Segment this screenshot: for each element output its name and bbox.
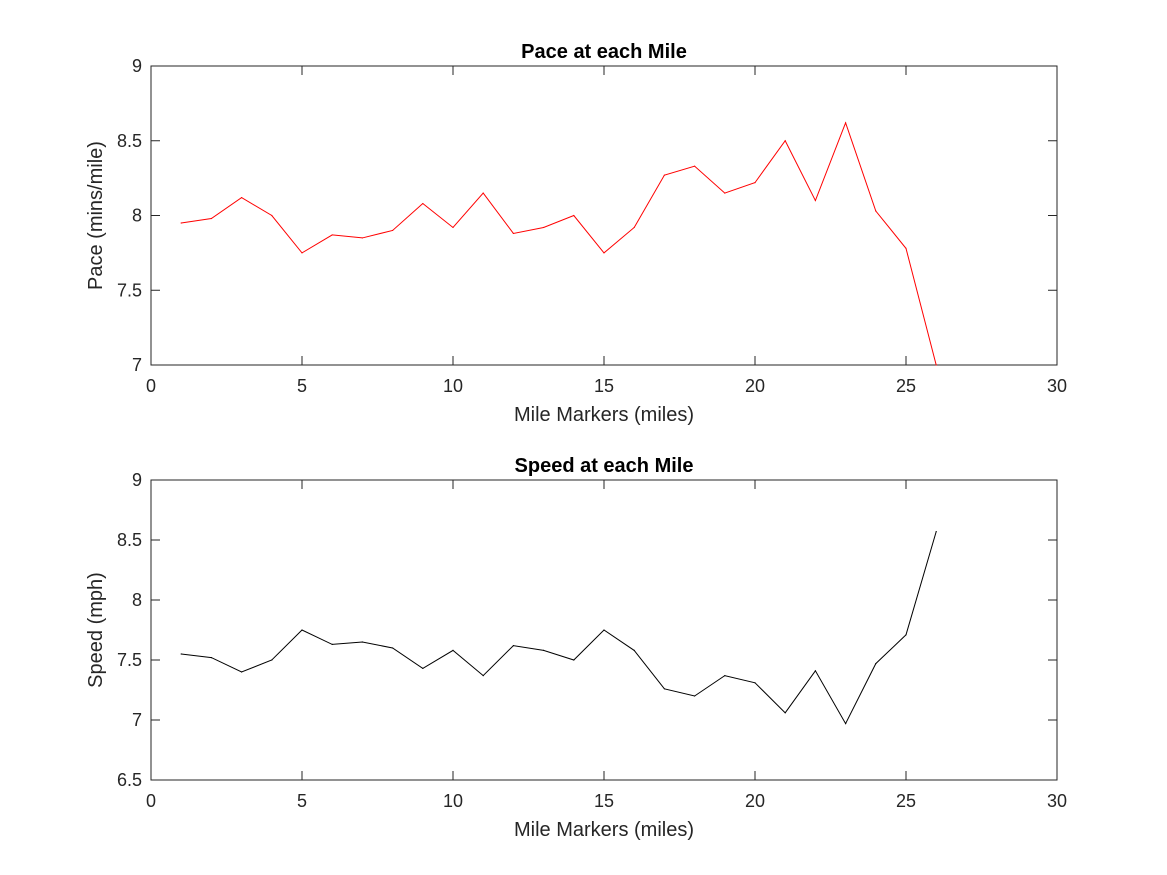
data-point	[664, 175, 665, 176]
data-point	[905, 248, 906, 249]
data-point	[181, 222, 182, 223]
y-axis-label: Speed (mph)	[85, 572, 107, 688]
data-point	[634, 227, 635, 228]
data-point	[483, 192, 484, 193]
chart-title: Pace at each Mile	[521, 41, 687, 63]
data-point	[452, 227, 453, 228]
data-point	[845, 723, 846, 724]
x-tick-label: 0	[146, 791, 156, 811]
x-tick-label: 0	[146, 376, 156, 396]
data-point	[754, 182, 755, 183]
chart-title: Speed at each Mile	[515, 455, 694, 477]
subplot-speed: 0 5 10 15 20 25 30 6.5 7 7.5 8 8.5 9 Speed at each Mi…	[85, 455, 1067, 841]
x-tick-label: 25	[896, 791, 916, 811]
y-tick-label: 8.5	[117, 131, 142, 151]
y-tick-label: 6.5	[117, 770, 142, 790]
subplot-pace: 0 5 10 15 20 25 30 7 7.5 8 8.5 9 Pace at each Mile Mi…	[85, 41, 1067, 426]
y-tick-label: 8	[132, 206, 142, 226]
y-tick-label: 7	[132, 710, 142, 730]
data-point	[936, 364, 937, 365]
data-point	[422, 668, 423, 669]
data-point	[724, 192, 725, 193]
y-tick-label: 7	[132, 355, 142, 375]
x-tick-label: 20	[745, 791, 765, 811]
x-tick-label: 15	[594, 376, 614, 396]
y-tick-label: 7.5	[117, 280, 142, 300]
x-tick-label: 30	[1047, 791, 1067, 811]
data-point	[603, 629, 604, 630]
data-point	[332, 644, 333, 645]
data-point	[754, 682, 755, 683]
data-point	[422, 203, 423, 204]
data-point	[301, 629, 302, 630]
data-point	[664, 688, 665, 689]
data-point	[513, 233, 514, 234]
data-point	[815, 200, 816, 201]
data-point	[875, 663, 876, 664]
data-point	[694, 695, 695, 696]
data-point	[815, 670, 816, 671]
data-point	[452, 650, 453, 651]
data-point	[241, 671, 242, 672]
data-point	[301, 252, 302, 253]
y-tick-label: 8.5	[117, 530, 142, 550]
data-point	[724, 675, 725, 676]
x-tick-label: 5	[297, 791, 307, 811]
data-point	[271, 215, 272, 216]
x-tick-label: 5	[297, 376, 307, 396]
data-point	[211, 657, 212, 658]
data-point	[694, 166, 695, 167]
x-tick-label: 20	[745, 376, 765, 396]
data-point	[392, 230, 393, 231]
data-point	[241, 197, 242, 198]
data-point	[785, 712, 786, 713]
data-point	[845, 122, 846, 123]
x-axis-label: Mile Markers (miles)	[514, 404, 694, 426]
data-point	[513, 645, 514, 646]
data-point	[543, 227, 544, 228]
data-point	[362, 641, 363, 642]
data-point	[634, 650, 635, 651]
data-point	[392, 647, 393, 648]
axes-box	[151, 66, 1057, 365]
data-point	[543, 650, 544, 651]
x-axis-label: Mile Markers (miles)	[514, 819, 694, 841]
data-point	[181, 653, 182, 654]
data-point	[905, 634, 906, 635]
data-point	[271, 659, 272, 660]
data-point	[483, 675, 484, 676]
data-point	[936, 531, 937, 532]
y-tick-label: 7.5	[117, 650, 142, 670]
x-tick-label: 25	[896, 376, 916, 396]
data-point	[573, 659, 574, 660]
y-tick-label: 9	[132, 470, 142, 490]
y-tick-label: 9	[132, 56, 142, 76]
data-point	[785, 140, 786, 141]
data-point	[875, 210, 876, 211]
data-point	[573, 215, 574, 216]
y-axis-label: Pace (mins/mile)	[85, 141, 107, 290]
data-point	[362, 237, 363, 238]
x-tick-label: 10	[443, 376, 463, 396]
data-point	[332, 234, 333, 235]
y-tick-label: 8	[132, 590, 142, 610]
data-point	[211, 218, 212, 219]
x-tick-label: 10	[443, 791, 463, 811]
x-tick-label: 15	[594, 791, 614, 811]
data-point	[603, 252, 604, 253]
x-tick-label: 30	[1047, 376, 1067, 396]
